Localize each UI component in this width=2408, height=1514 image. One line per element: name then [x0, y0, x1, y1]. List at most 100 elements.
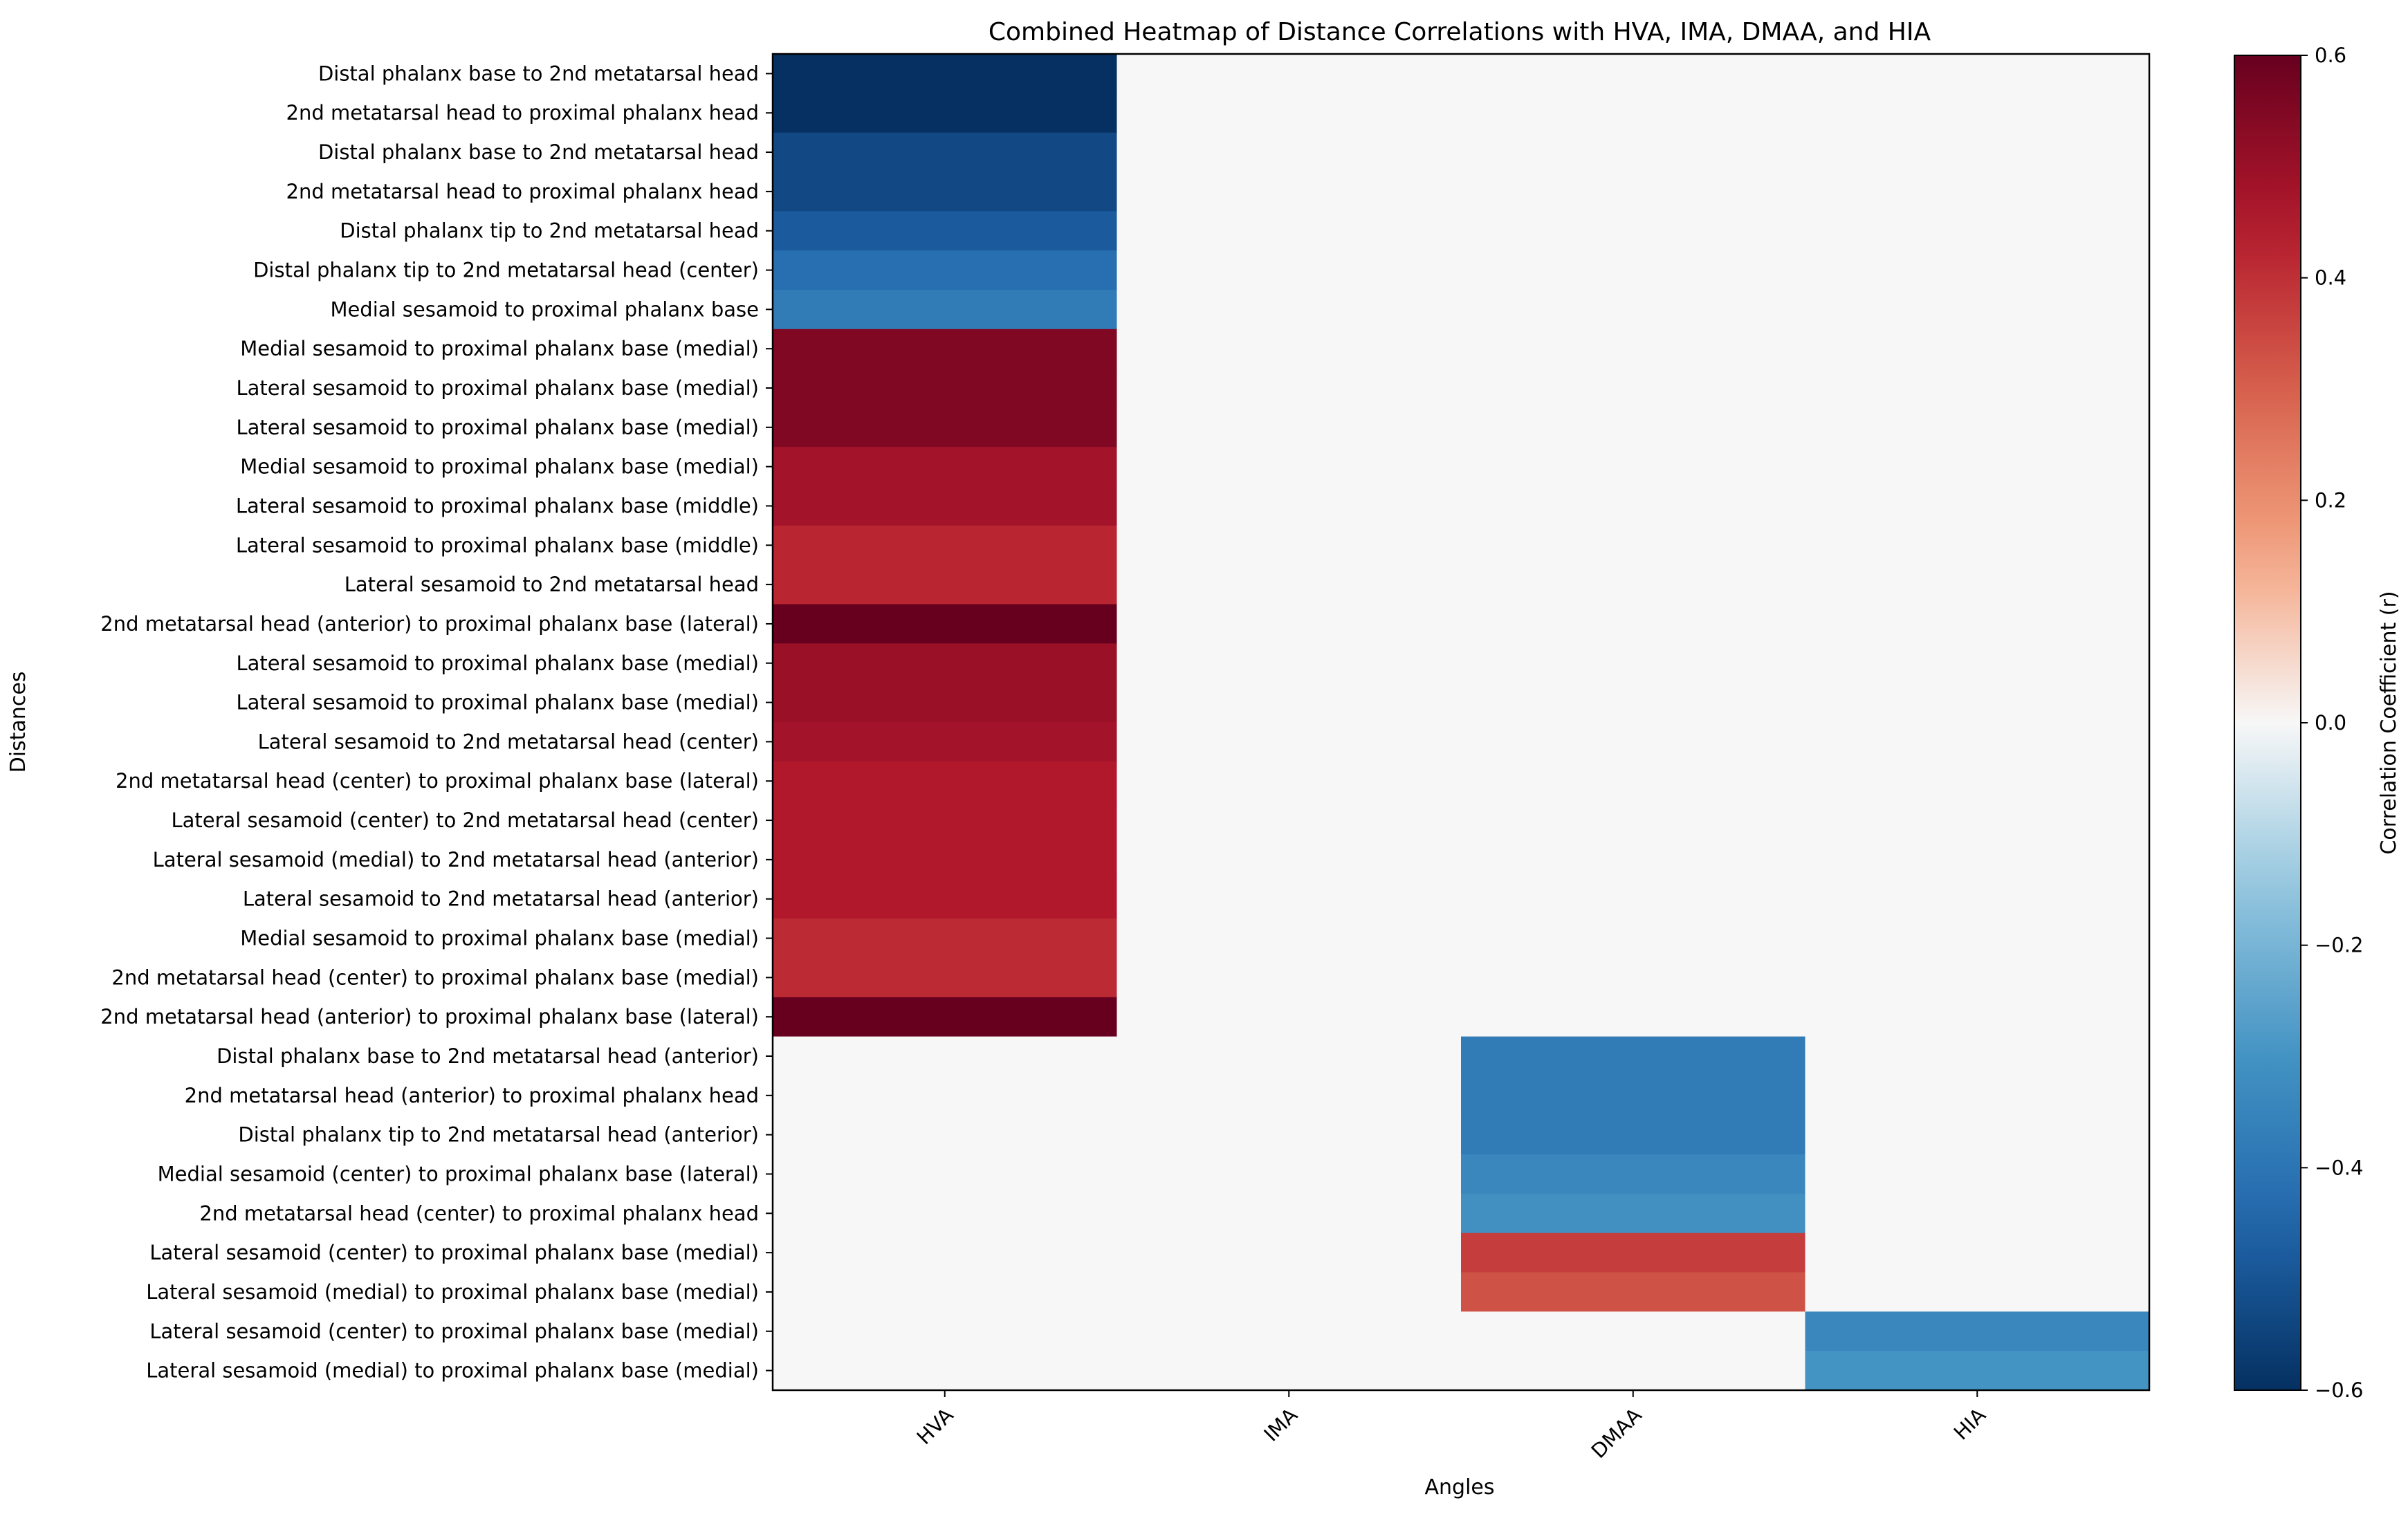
- y-tick-labels: Distal phalanx base to 2nd metatarsal he…: [100, 62, 773, 1383]
- heatmap-cell: [1116, 93, 1462, 133]
- heatmap-cell: [1805, 1036, 2150, 1077]
- heatmap-cell: [1461, 132, 1806, 173]
- heatmap-cell: [773, 407, 1118, 447]
- x-tick-label: HVA: [912, 1403, 957, 1449]
- heatmap-cell: [773, 1233, 1118, 1273]
- heatmap-cell: [1461, 1154, 1806, 1194]
- y-tick-label: Lateral sesamoid to proximal phalanx bas…: [236, 652, 759, 675]
- heatmap-cell: [773, 918, 1118, 959]
- heatmap-cell: [1461, 1193, 1806, 1234]
- heatmap-cell: [1461, 211, 1806, 251]
- heatmap-cell: [773, 1311, 1118, 1351]
- y-tick-label: Lateral sesamoid to 2nd metatarsal head …: [258, 730, 759, 753]
- heatmap-cell: [1461, 604, 1806, 644]
- heatmap-cell: [1116, 918, 1462, 959]
- heatmap-cell: [773, 1193, 1118, 1234]
- heatmap-cell: [773, 1076, 1118, 1116]
- y-tick-label: Medial sesamoid to proximal phalanx base: [330, 297, 759, 321]
- heatmap-cell: [1461, 1233, 1806, 1273]
- y-tick-label: Distal phalanx tip to 2nd metatarsal hea…: [238, 1123, 759, 1147]
- colorbar-tick-label: −0.2: [2315, 934, 2363, 957]
- heatmap-cell: [773, 1351, 1118, 1391]
- heatmap-cell: [1461, 54, 1806, 94]
- heatmap-cell: [1116, 1193, 1462, 1234]
- heatmap-cell: [1805, 1351, 2150, 1391]
- heatmap-cell: [1116, 525, 1462, 566]
- heatmap-cell: [1805, 54, 2150, 94]
- heatmap-cell: [773, 800, 1118, 841]
- x-tick-label: HIA: [1949, 1403, 1991, 1445]
- heatmap-cell: [1805, 1233, 2150, 1273]
- y-tick-label: Distal phalanx base to 2nd metatarsal he…: [217, 1044, 759, 1068]
- y-tick-label: Lateral sesamoid to proximal phalanx bas…: [236, 533, 759, 557]
- heatmap-cell: [1116, 1076, 1462, 1116]
- heatmap-cell: [1461, 368, 1806, 409]
- heatmap-cell: [1116, 54, 1462, 94]
- heatmap-cell: [773, 564, 1118, 605]
- heatmap-cell: [1116, 172, 1462, 212]
- heatmap-cell: [1805, 918, 2150, 959]
- heatmap-cell: [1461, 93, 1806, 133]
- heatmap-cell: [1116, 1233, 1462, 1273]
- heatmap-cell: [773, 1272, 1118, 1312]
- heatmap-cell: [1461, 722, 1806, 762]
- heatmap-cell: [1805, 329, 2150, 369]
- heatmap-cell: [1116, 997, 1462, 1037]
- x-tick-labels: HVA IMA DMAA HIA: [912, 1390, 1990, 1463]
- y-tick-label: Lateral sesamoid to proximal phalanx bas…: [236, 416, 759, 439]
- heatmap-cell: [1461, 1311, 1806, 1351]
- heatmap-cell: [1805, 172, 2150, 212]
- heatmap-cell: [1461, 1351, 1806, 1391]
- y-tick-label: 2nd metatarsal head (center) to proximal…: [199, 1201, 759, 1225]
- colorbar-tick-label: 0.2: [2315, 488, 2346, 512]
- heatmap-cell: [1116, 761, 1462, 802]
- heatmap-cell: [1116, 407, 1462, 447]
- y-tick-label: 2nd metatarsal head (center) to proximal…: [111, 966, 759, 989]
- y-tick-label: 2nd metatarsal head (anterior) to proxim…: [100, 612, 759, 636]
- heatmap-cell: [1805, 761, 2150, 802]
- heatmap-cell: [1116, 564, 1462, 605]
- heatmap-cell: [1805, 997, 2150, 1037]
- heatmap-cell: [1116, 1154, 1462, 1194]
- heatmap-cell: [1116, 1036, 1462, 1077]
- heatmap-cell: [1116, 289, 1462, 330]
- y-tick-label: Lateral sesamoid to 2nd metatarsal head …: [243, 887, 759, 911]
- y-tick-label: Lateral sesamoid (center) to 2nd metatar…: [171, 809, 759, 832]
- heatmap-cell: [1461, 525, 1806, 566]
- chart-title: Combined Heatmap of Distance Correlation…: [989, 18, 1931, 46]
- heatmap-cell: [1461, 407, 1806, 447]
- colorbar-ticks: −0.6 −0.4 −0.2 0.0 0.2 0.4 0.6: [2301, 44, 2363, 1402]
- y-tick-label: Lateral sesamoid to proximal phalanx bas…: [236, 376, 759, 400]
- y-tick-label: 2nd metatarsal head (anterior) to proxim…: [185, 1084, 759, 1107]
- y-tick-label: Lateral sesamoid (center) to proximal ph…: [149, 1320, 759, 1343]
- heatmap-cell: [1116, 879, 1462, 919]
- heatmap-cell: [1805, 368, 2150, 409]
- heatmap-cell: [1805, 1311, 2150, 1351]
- x-tick-label: IMA: [1259, 1403, 1302, 1446]
- heatmap-cell: [1116, 800, 1462, 841]
- colorbar-tick-label: −0.6: [2315, 1378, 2363, 1402]
- heatmap-cell: [1805, 132, 2150, 173]
- heatmap-cell: [1461, 761, 1806, 802]
- heatmap-cell: [1116, 643, 1462, 683]
- y-tick-label: Distal phalanx tip to 2nd metatarsal hea…: [253, 259, 759, 282]
- heatmap-cell: [1805, 879, 2150, 919]
- heatmap-cell: [1116, 132, 1462, 173]
- heatmap-cell: [773, 447, 1118, 487]
- colorbar-tick-label: 0.6: [2315, 44, 2346, 67]
- heatmap-cell: [1805, 1154, 2150, 1194]
- heatmap-cell: [1116, 683, 1462, 723]
- heatmap-cell: [1116, 840, 1462, 880]
- heatmap-cell: [1461, 997, 1806, 1037]
- heatmap-cells: [773, 54, 2150, 1391]
- colorbar-tick-label: 0.4: [2315, 266, 2346, 290]
- y-tick-label: Lateral sesamoid (medial) to 2nd metatar…: [153, 848, 759, 871]
- heatmap-cell: [773, 368, 1118, 409]
- heatmap-cell: [773, 722, 1118, 762]
- heatmap-cell: [1116, 1351, 1462, 1391]
- heatmap-cell: [773, 1036, 1118, 1077]
- y-tick-label: Lateral sesamoid to 2nd metatarsal head: [344, 573, 759, 596]
- heatmap-cell: [1805, 289, 2150, 330]
- heatmap-cell: [1116, 211, 1462, 251]
